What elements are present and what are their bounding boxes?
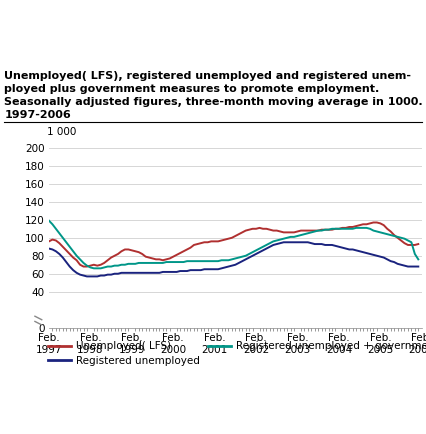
Legend: Unemployed( LFS), Registered unemployed, Registered unemployed + government meas: Unemployed( LFS), Registered unemployed,… (43, 337, 426, 370)
Text: Unemployed( LFS), registered unemployed and registered unem-
ployed plus governm: Unemployed( LFS), registered unemployed … (4, 71, 423, 120)
Text: 1 000: 1 000 (47, 127, 76, 137)
